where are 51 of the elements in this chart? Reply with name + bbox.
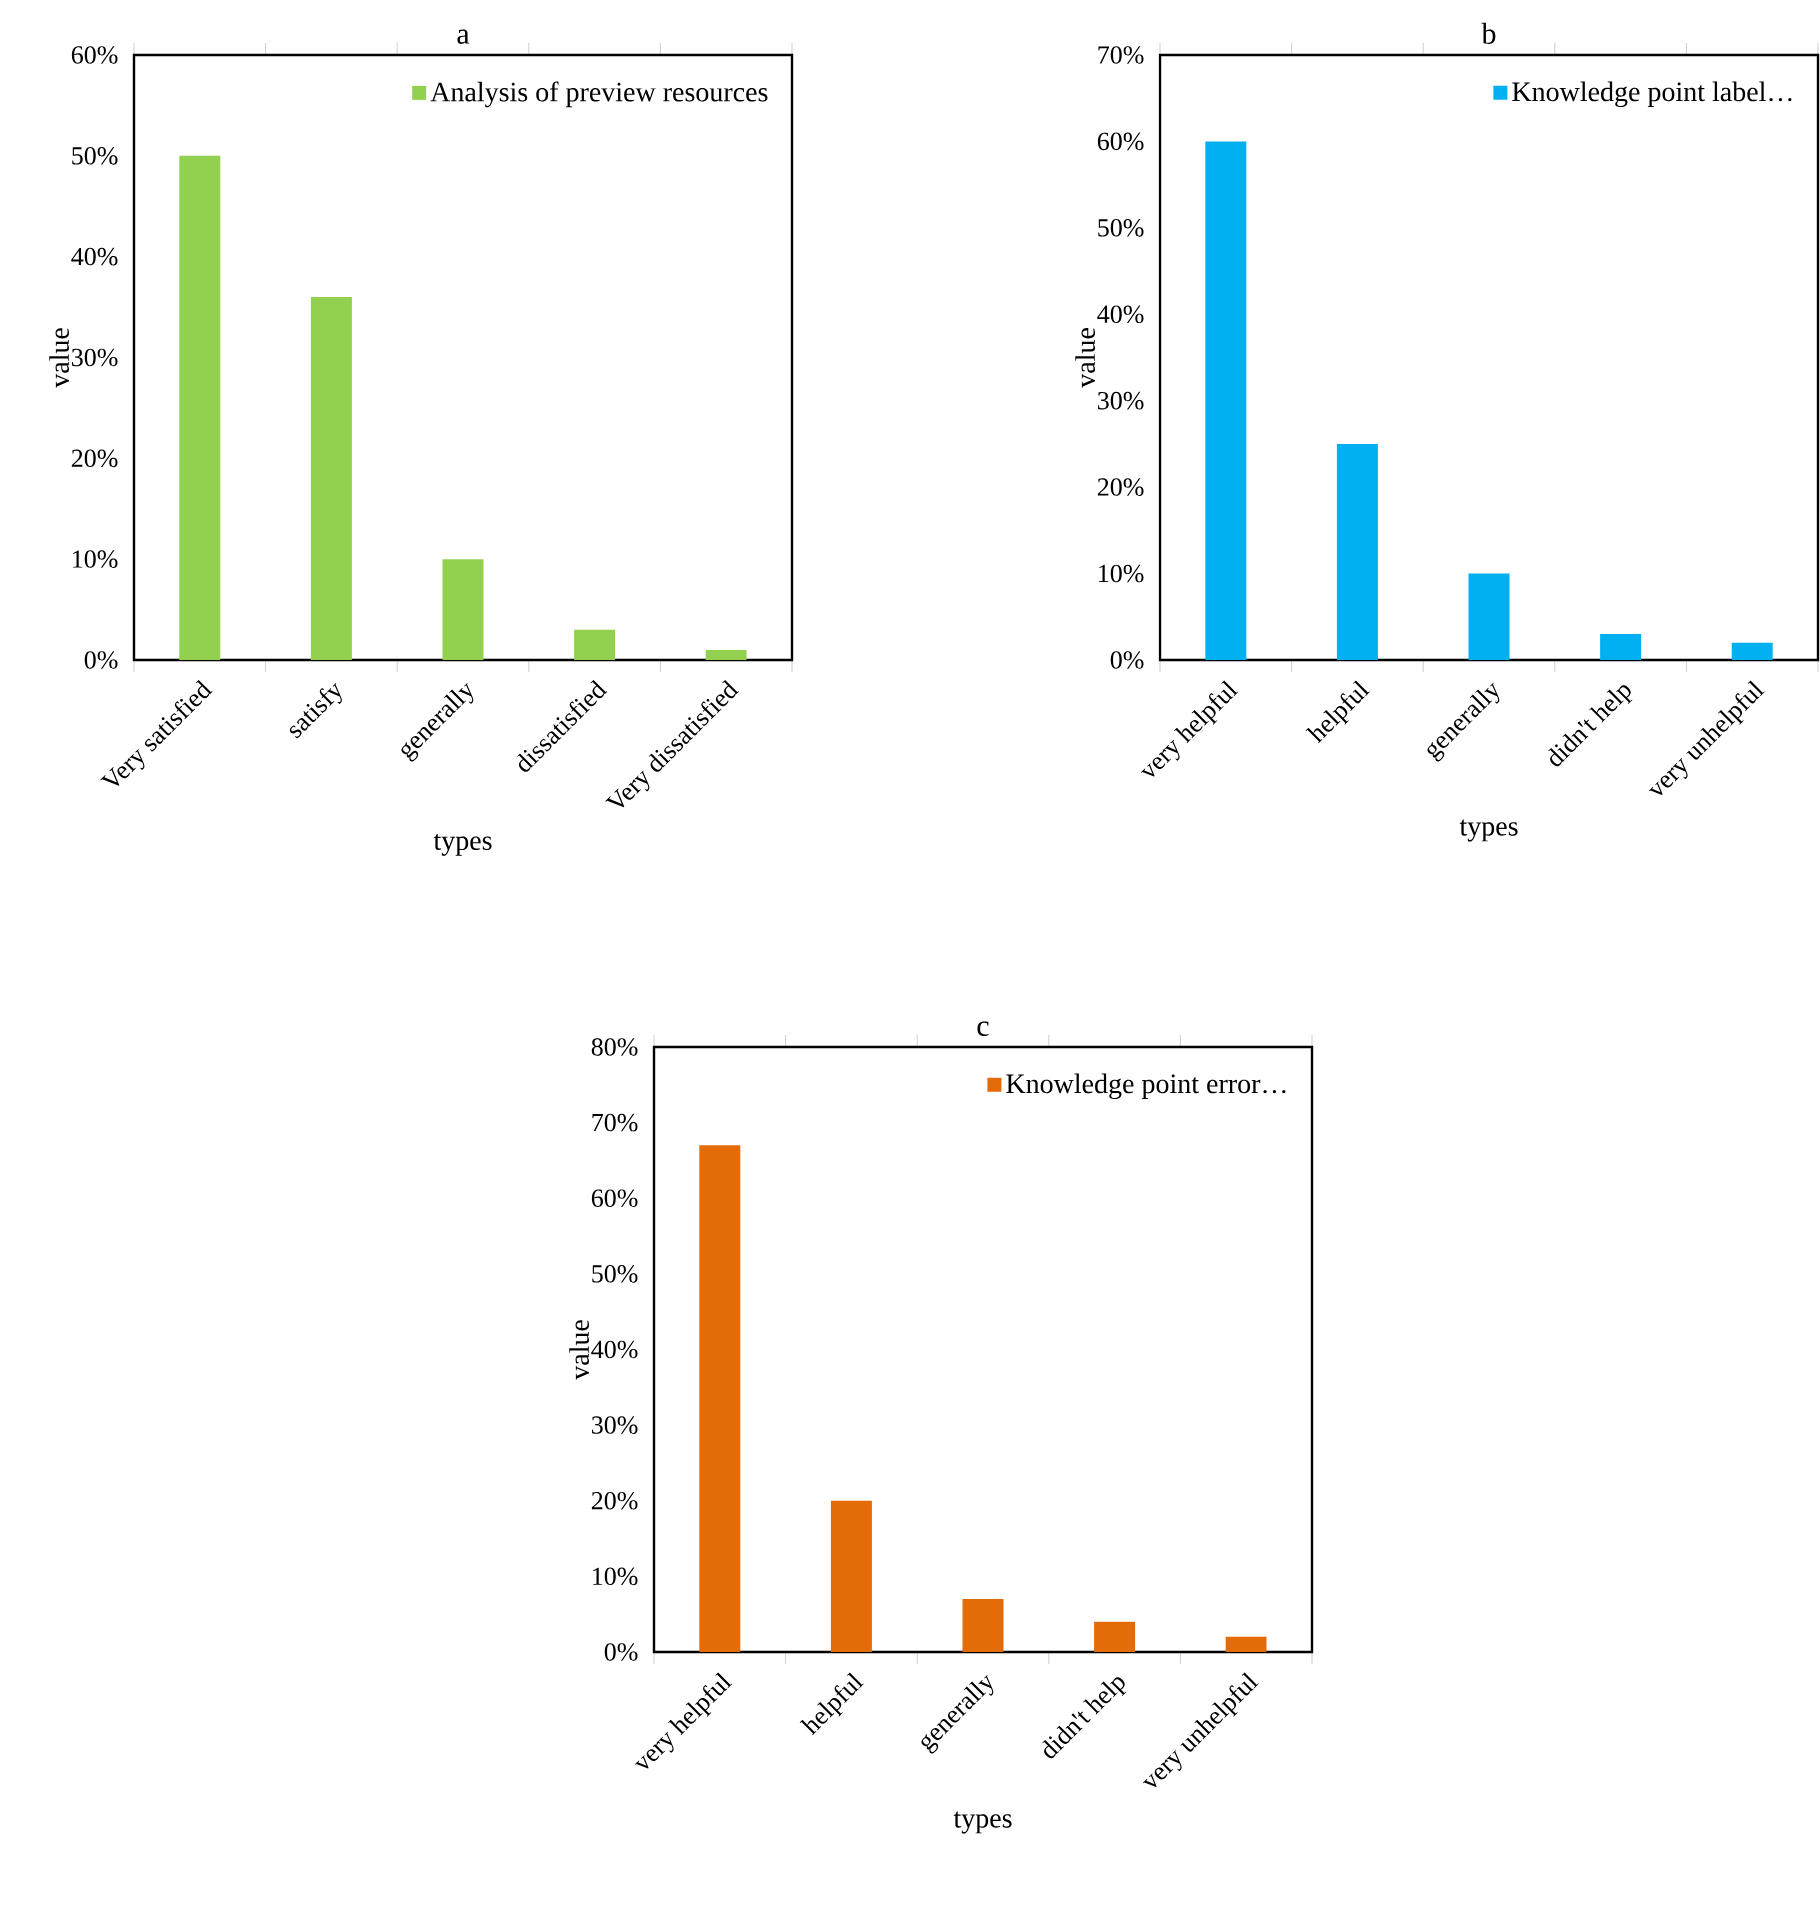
bar — [179, 155, 221, 660]
legend-label: Knowledge point label… — [1512, 81, 1792, 108]
y-tick-label: 60% — [1097, 132, 1144, 151]
x-axis-title: types — [433, 833, 492, 856]
bar — [574, 629, 616, 660]
y-tick-label: 30% — [71, 348, 118, 367]
bar — [310, 296, 352, 660]
legend-label: Knowledge point error… — [1006, 1073, 1286, 1100]
bar — [1225, 1636, 1267, 1652]
y-tick-label: 20% — [591, 1491, 638, 1510]
y-tick-label: 0% — [84, 651, 118, 669]
y-tick-label: 20% — [1097, 478, 1144, 496]
chart-title: b — [1481, 22, 1496, 44]
bar — [1731, 642, 1773, 660]
bar — [699, 1145, 741, 1652]
y-tick-label: 40% — [1097, 305, 1144, 324]
y-tick-label: 50% — [72, 147, 118, 165]
y-tick-label: 30% — [592, 1416, 638, 1434]
bar — [705, 649, 747, 660]
y-tick-label: 10% — [593, 1567, 638, 1586]
legend-label: Analysis of preview resources — [430, 81, 768, 108]
chart-title: c — [977, 1021, 989, 1036]
y-axis-title: value — [49, 328, 70, 388]
bar — [442, 559, 484, 660]
chart-title: a — [457, 29, 470, 44]
bar — [830, 1500, 872, 1652]
y-tick-label: 80% — [591, 1038, 638, 1056]
y-tick-label: 50% — [1098, 219, 1144, 237]
bar — [1600, 634, 1642, 660]
bar — [1205, 141, 1247, 660]
y-tick-label: 40% — [71, 247, 118, 266]
y-tick-label: 10% — [73, 550, 118, 568]
y-tick-label: 40% — [591, 1340, 638, 1359]
y-tick-label: 60% — [71, 46, 118, 64]
bar — [1468, 573, 1510, 660]
y-tick-label: 70% — [592, 1113, 638, 1132]
x-axis-title: types — [1459, 819, 1518, 842]
y-axis-title: value — [569, 1320, 590, 1380]
y-tick-label: 0% — [604, 1643, 638, 1661]
y-tick-label: 60% — [591, 1189, 638, 1208]
y-tick-label: 0% — [1110, 651, 1144, 669]
x-axis-title: types — [953, 1811, 1012, 1834]
y-tick-label: 20% — [71, 449, 118, 468]
y-axis-title: value — [1075, 328, 1096, 388]
bar — [962, 1599, 1004, 1652]
y-tick-label: 10% — [1099, 564, 1144, 583]
y-tick-label: 30% — [1098, 391, 1144, 410]
y-tick-label: 70% — [1098, 46, 1144, 64]
bar — [1094, 1621, 1136, 1652]
bar — [1336, 443, 1378, 660]
y-tick-label: 50% — [592, 1265, 638, 1283]
